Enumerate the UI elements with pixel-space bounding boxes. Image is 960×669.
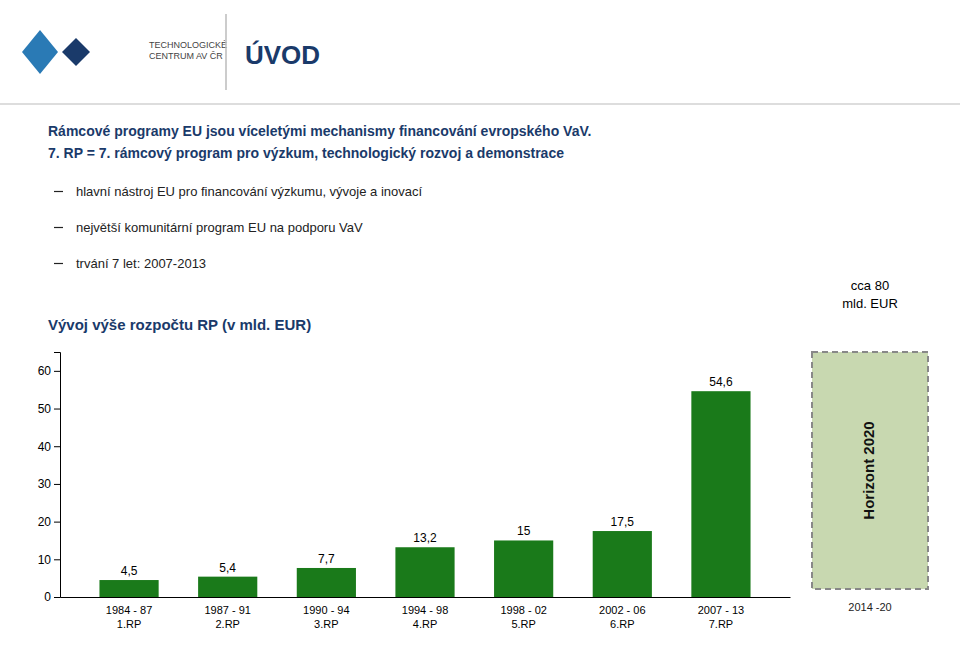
y-tick-mark bbox=[54, 559, 60, 560]
x-tick: 2007 - 137.RP bbox=[698, 604, 744, 630]
page: TECHNOLOGICKÉCENTRUM AV ČR ÚVOD Rámcové pr… bbox=[0, 0, 960, 669]
y-axis-line bbox=[54, 353, 61, 598]
bars bbox=[99, 391, 750, 597]
bullet-text: hlavní nástroj EU pro financování výzkum… bbox=[76, 184, 423, 199]
chart-title: Vývoj výše rozpočtu RP (v mld. EUR) bbox=[48, 316, 311, 333]
horizon-period: 2014 -20 bbox=[848, 601, 891, 613]
data-label: 54,6 bbox=[709, 375, 733, 389]
x-tick-label: 1994 - 984.RP bbox=[402, 604, 448, 630]
bar bbox=[297, 568, 356, 597]
y-tick-mark bbox=[54, 446, 60, 447]
data-label: 5,4 bbox=[219, 561, 236, 575]
y-tick-label: 30 bbox=[38, 477, 52, 491]
logo-text: TECHNOLOGICKÉCENTRUM AV ČR bbox=[149, 40, 227, 61]
bullet-marker bbox=[54, 191, 63, 192]
y-tick-mark bbox=[54, 522, 60, 523]
y-tick-mark bbox=[54, 484, 60, 485]
data-label: 15 bbox=[517, 524, 531, 538]
y-tick-label: 20 bbox=[38, 515, 52, 529]
bar bbox=[395, 547, 454, 597]
header-line: Rámcové programy EU jsou víceletými mech… bbox=[48, 123, 591, 139]
x-tick: 1987 - 912.RP bbox=[204, 604, 250, 630]
bullet-marker bbox=[54, 227, 63, 228]
bar bbox=[494, 540, 553, 597]
y-tick-label: 50 bbox=[38, 402, 52, 416]
horizon-box: Horizont 2020 2014 -20 cca 80mld. EUR bbox=[812, 278, 928, 613]
bullet-text: největší komunitární program EU na podpo… bbox=[76, 220, 363, 235]
bar bbox=[691, 391, 750, 597]
plot: 4,5 5,4 7,7 13,2 15 17,5 54,6 0 10 20 30 40 50 60 1984… bbox=[38, 353, 791, 631]
x-tick-label: 2007 - 137.RP bbox=[698, 604, 744, 630]
y-tick-mark bbox=[54, 371, 60, 372]
x-tick-label: 1990 - 943.RP bbox=[303, 604, 349, 630]
header-line: 7. RP = 7. rámcový program pro výzkum, t… bbox=[48, 145, 564, 161]
horizon-rect bbox=[812, 352, 928, 589]
data-label: 13,2 bbox=[413, 531, 437, 545]
bar bbox=[198, 577, 257, 597]
y-tick-mark bbox=[54, 409, 60, 410]
x-tick: 1998 - 025.RP bbox=[500, 604, 546, 630]
bullet-marker bbox=[54, 263, 63, 264]
bar bbox=[593, 531, 652, 597]
horizon-budget: cca 80mld. EUR bbox=[842, 278, 898, 311]
y-tick-label: 0 bbox=[44, 590, 51, 604]
x-tick-label: 1998 - 025.RP bbox=[500, 604, 546, 630]
horizon-label: Horizont 2020 bbox=[860, 421, 877, 519]
y-axis: 0 10 20 30 40 50 60 bbox=[38, 353, 61, 605]
y-tick: 60 bbox=[38, 364, 60, 378]
logo-mark bbox=[22, 30, 58, 74]
x-tick: 1994 - 984.RP bbox=[402, 604, 448, 630]
x-tick: 1984 - 871.RP bbox=[106, 604, 152, 630]
y-tick-mark bbox=[54, 597, 60, 598]
x-axis-line bbox=[61, 597, 791, 598]
x-tick-label: 2002 - 066.RP bbox=[599, 604, 645, 630]
x-tick-label: 1984 - 871.RP bbox=[106, 604, 152, 630]
data-label: 7,7 bbox=[318, 552, 335, 566]
header: TECHNOLOGICKÉCENTRUM AV ČR ÚVOD bbox=[0, 14, 960, 104]
x-tick: 2002 - 066.RP bbox=[599, 604, 645, 630]
y-tick: 10 bbox=[38, 553, 60, 567]
y-tick-label: 10 bbox=[38, 553, 52, 567]
data-labels: 4,5 5,4 7,7 13,2 15 17,5 54,6 bbox=[121, 375, 733, 578]
bullet-text: trvání 7 let: 2007-2013 bbox=[76, 256, 206, 271]
y-tick: 0 bbox=[44, 590, 60, 604]
y-tick: 50 bbox=[38, 402, 60, 416]
data-label: 17,5 bbox=[611, 515, 635, 529]
y-tick: 30 bbox=[38, 477, 60, 491]
y-tick-label: 60 bbox=[38, 364, 52, 378]
y-tick-label: 40 bbox=[38, 440, 52, 454]
header-separator bbox=[0, 104, 960, 105]
header-divider bbox=[225, 14, 227, 90]
y-tick: 20 bbox=[38, 515, 60, 529]
page-title: ÚVOD bbox=[245, 40, 320, 70]
logo-mark bbox=[62, 38, 90, 66]
x-tick-label: 1987 - 912.RP bbox=[204, 604, 250, 630]
y-tick: 40 bbox=[38, 440, 60, 454]
x-axis: 1984 - 871.RP 1987 - 912.RP 1990 - 943.RP 1… bbox=[61, 598, 791, 631]
x-tick: 1990 - 943.RP bbox=[303, 604, 349, 630]
bar bbox=[99, 580, 158, 597]
data-label: 4,5 bbox=[121, 564, 138, 578]
intro: Rámcové programy EU jsou víceletými mech… bbox=[48, 123, 591, 271]
